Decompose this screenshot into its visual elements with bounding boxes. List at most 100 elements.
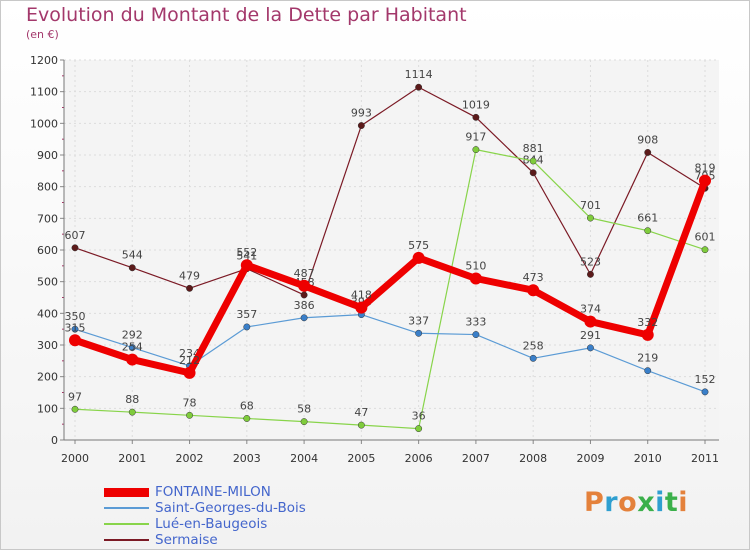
data-label: 258 bbox=[523, 339, 544, 352]
data-point bbox=[71, 325, 79, 333]
data-label: 473 bbox=[523, 271, 544, 284]
data-label: 1114 bbox=[405, 68, 433, 81]
data-label: 701 bbox=[580, 199, 601, 212]
series-lu-en-baugeois: 97 88 78 68 58 47 36 917 881 701 661 601 bbox=[68, 131, 716, 433]
y-tick-label: 900 bbox=[37, 149, 58, 162]
legend-item-fontaine-milon: FONTAINE-MILON bbox=[104, 484, 364, 500]
data-label: 510 bbox=[465, 260, 486, 273]
chart-title: Evolution du Montant de la Dette par Hab… bbox=[26, 4, 467, 26]
data-point bbox=[415, 329, 423, 337]
data-point bbox=[126, 353, 139, 366]
logo-letter: r bbox=[604, 487, 619, 518]
x-tick-label: 2005 bbox=[347, 452, 375, 465]
data-point bbox=[71, 405, 79, 413]
logo-letter: i bbox=[678, 487, 689, 518]
data-point bbox=[527, 284, 540, 297]
x-tick-label: 2011 bbox=[691, 452, 719, 465]
x-tick-label: 2007 bbox=[462, 452, 490, 465]
data-point bbox=[300, 291, 308, 299]
legend-swatch bbox=[104, 507, 149, 509]
data-label: 993 bbox=[351, 107, 372, 120]
y-tick-label: 100 bbox=[37, 402, 58, 415]
data-point bbox=[529, 169, 537, 177]
x-tick-label: 2001 bbox=[118, 452, 146, 465]
y-tick-label: 400 bbox=[37, 307, 58, 320]
data-label: 219 bbox=[637, 352, 658, 365]
legend-label: Sermaise bbox=[155, 532, 218, 548]
data-label: 292 bbox=[122, 329, 143, 342]
chart-subtitle: (en €) bbox=[26, 28, 59, 41]
data-label: 601 bbox=[695, 231, 716, 244]
data-label: 544 bbox=[122, 249, 143, 262]
data-point bbox=[584, 315, 597, 328]
x-tick-label: 2003 bbox=[233, 452, 261, 465]
x-tick-label: 2004 bbox=[290, 452, 318, 465]
data-label: 541 bbox=[236, 250, 257, 263]
data-point bbox=[587, 214, 594, 222]
logo-letter: t bbox=[664, 487, 679, 518]
chart-legend: FONTAINE-MILON Saint-Georges-du-Bois Lué-e… bbox=[104, 484, 364, 548]
y-tick-label: 1100 bbox=[30, 86, 58, 99]
data-point bbox=[69, 334, 81, 347]
data-label: 607 bbox=[65, 229, 86, 242]
data-label: 881 bbox=[523, 142, 544, 155]
data-point bbox=[357, 421, 365, 429]
data-point bbox=[357, 122, 365, 130]
y-tick-label: 700 bbox=[37, 212, 58, 225]
data-point bbox=[128, 408, 136, 416]
data-point bbox=[469, 272, 482, 285]
x-tick-label: 2002 bbox=[176, 452, 204, 465]
data-point bbox=[587, 270, 594, 278]
data-point bbox=[183, 366, 196, 379]
legend-label: FONTAINE-MILON bbox=[155, 484, 271, 500]
legend-swatch bbox=[104, 539, 149, 541]
data-label: 254 bbox=[122, 341, 143, 354]
y-tick-label: 200 bbox=[37, 371, 58, 384]
data-point bbox=[300, 418, 308, 426]
x-tick-label: 2010 bbox=[634, 452, 662, 465]
data-label: 315 bbox=[65, 321, 86, 334]
series-line bbox=[74, 149, 706, 430]
logo-letter: P bbox=[584, 487, 605, 518]
data-point bbox=[243, 415, 251, 422]
y-tick-label: 500 bbox=[37, 276, 58, 289]
legend-label: Saint-Georges-du-Bois bbox=[155, 500, 306, 516]
data-point bbox=[644, 227, 652, 235]
data-label: 68 bbox=[240, 399, 254, 412]
data-point bbox=[699, 174, 711, 187]
data-label: 36 bbox=[412, 410, 426, 423]
y-tick-label: 1000 bbox=[30, 117, 58, 130]
data-label: 661 bbox=[637, 212, 658, 225]
data-label: 917 bbox=[465, 131, 486, 144]
y-tick-label: 600 bbox=[37, 244, 58, 257]
series-sermaise: 60754447954145899311141019844523908795 bbox=[65, 68, 716, 299]
data-label: 350 bbox=[65, 310, 86, 323]
data-label: 1019 bbox=[462, 98, 490, 111]
data-label: 47 bbox=[354, 406, 368, 419]
data-label: 487 bbox=[294, 267, 315, 280]
logo-letter: i bbox=[655, 487, 665, 518]
data-point bbox=[701, 388, 709, 396]
series-line bbox=[71, 177, 709, 377]
series-fontaine-milon: 315 254 212 552 487 418 575 510 473 374 332 819 bbox=[65, 162, 716, 379]
proxiti-logo: Proxiti bbox=[584, 487, 688, 518]
data-label: 333 bbox=[465, 316, 486, 329]
data-label: 88 bbox=[125, 393, 139, 406]
y-tick-label: 1200 bbox=[30, 54, 58, 67]
data-label: 552 bbox=[236, 246, 257, 259]
data-label: 58 bbox=[297, 403, 311, 416]
data-label: 575 bbox=[408, 239, 429, 252]
x-tick-label: 2000 bbox=[61, 452, 89, 465]
series-line bbox=[74, 314, 706, 393]
legend-item-sermaise: Sermaise bbox=[104, 532, 364, 548]
data-label: 479 bbox=[179, 269, 200, 282]
data-label: 152 bbox=[695, 373, 716, 386]
x-tick-label: 2008 bbox=[519, 452, 547, 465]
data-point bbox=[472, 146, 480, 154]
logo-letter: x bbox=[637, 487, 656, 518]
legend-swatch bbox=[104, 523, 149, 525]
series-line bbox=[74, 86, 706, 296]
data-label: 212 bbox=[179, 354, 200, 367]
data-point bbox=[71, 244, 79, 252]
